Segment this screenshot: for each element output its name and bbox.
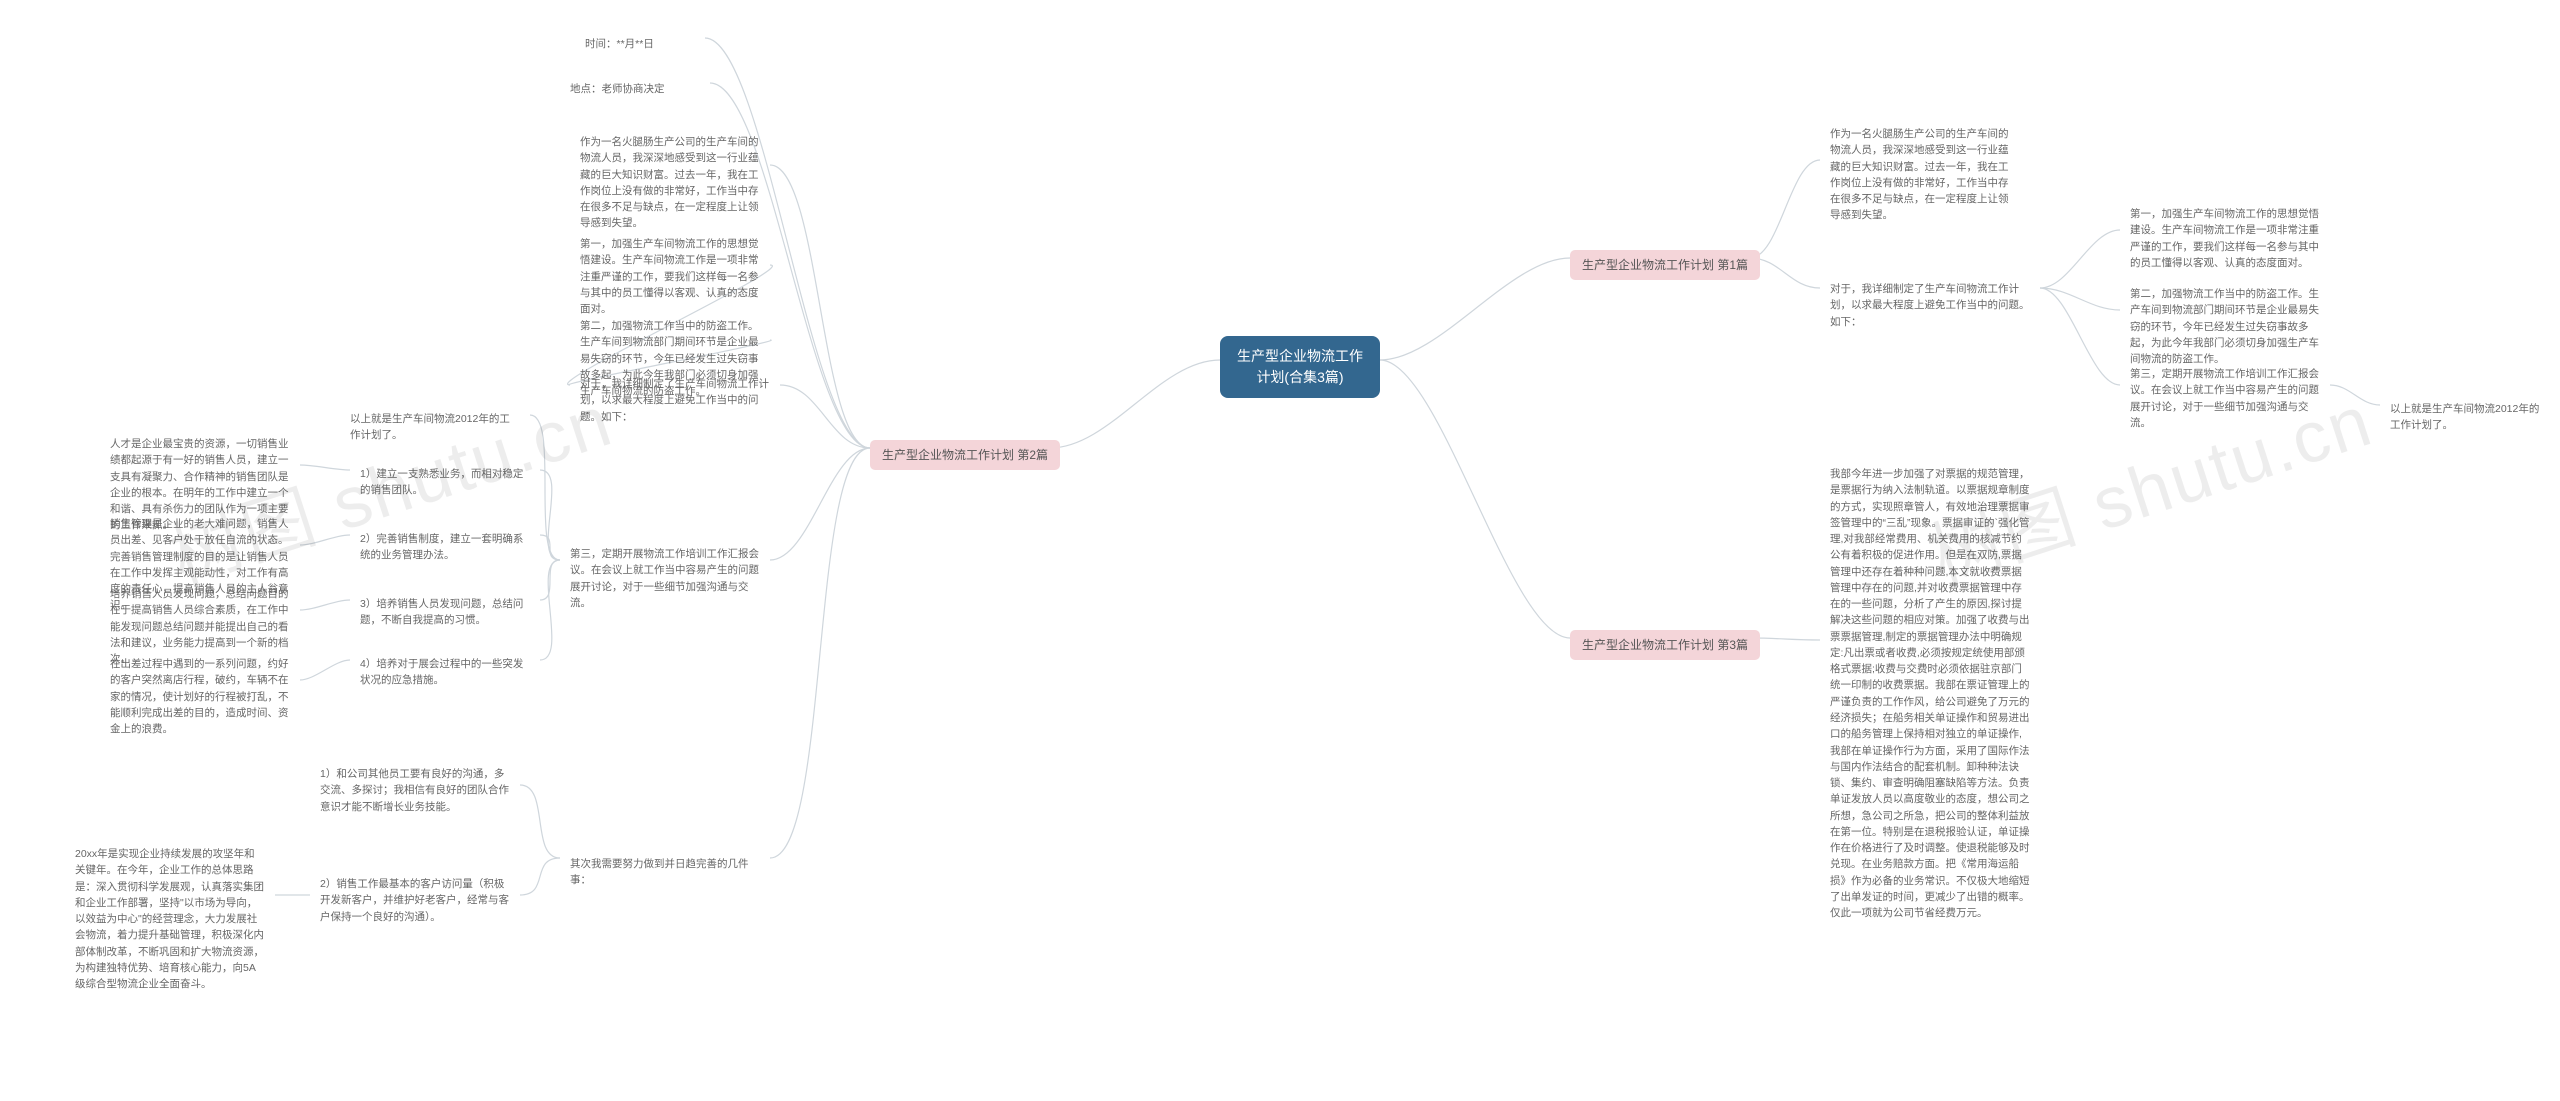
connector-path: [1380, 360, 1570, 638]
leaf-node[interactable]: 1）和公司其他员工要有良好的沟通，多交流、多探讨；我相信有良好的团队合作意识才能…: [310, 760, 520, 821]
leaf-node[interactable]: 第三，定期开展物流工作培训工作汇报会议。在会议上就工作当中容易产生的问题展开讨论…: [2120, 360, 2330, 437]
leaf-node[interactable]: 3）培养销售人员发现问题，总结问题，不断自我提高的习惯。: [350, 590, 540, 635]
connector-path: [1750, 638, 1820, 640]
connector-path: [770, 448, 870, 560]
connector-path: [300, 600, 350, 610]
leaf-node[interactable]: 对于，我详细制定了生产车间物流工作计划，以求最大程度上避免工作当中的问题。如下：: [1820, 275, 2040, 336]
connector-path: [540, 560, 560, 600]
connector-path: [780, 385, 870, 448]
connector-path: [2040, 230, 2120, 288]
leaf-node[interactable]: 2）完善销售制度，建立一套明确系统的业务管理办法。: [350, 525, 540, 570]
branch-node[interactable]: 生产型企业物流工作计划 第3篇: [1570, 630, 1760, 660]
leaf-node[interactable]: 20xx年是实现企业持续发展的攻坚年和关键年。在今年，企业工作的总体思路是：深入…: [65, 840, 275, 998]
leaf-node[interactable]: 以上就是生产车间物流2012年的工作计划了。: [340, 405, 530, 450]
leaf-node[interactable]: 4）培养对于展会过程中的一些突发状况的应急措施。: [350, 650, 540, 695]
connector-path: [520, 858, 560, 895]
leaf-node[interactable]: 作为一名火腿肠生产公司的生产车间的物流人员，我深深地感受到这一行业蕴藏的巨大知识…: [1820, 120, 2020, 230]
connector-path: [300, 660, 350, 680]
root-node[interactable]: 生产型企业物流工作计划(合集3篇): [1220, 336, 1380, 398]
connector-path: [300, 465, 350, 470]
leaf-node[interactable]: 第二，加强物流工作当中的防盗工作。生产车间到物流部门期间环节是企业最易失窃的环节…: [570, 312, 770, 405]
connector-path: [540, 470, 560, 560]
leaf-node[interactable]: 第三，定期开展物流工作培训工作汇报会议。在会议上就工作当中容易产生的问题展开讨论…: [560, 540, 770, 617]
connector-path: [540, 535, 560, 560]
leaf-node[interactable]: 1）建立一支熟悉业务，而相对稳定的销售团队。: [350, 460, 540, 505]
branch-node[interactable]: 生产型企业物流工作计划 第1篇: [1570, 250, 1760, 280]
connector-path: [2040, 288, 2120, 385]
connector-path: [2330, 385, 2380, 405]
connector-path: [540, 560, 560, 660]
leaf-node[interactable]: 以上就是生产车间物流2012年的工作计划了。: [2380, 395, 2550, 440]
connector-path: [300, 535, 350, 545]
leaf-node[interactable]: 我部今年进一步加强了对票据的规范管理，是票据行为纳入法制轨道。以票据规章制度的方…: [1820, 460, 2040, 927]
connector-path: [770, 165, 870, 448]
connector-path: [2040, 288, 2120, 310]
connector-path: [1750, 258, 1820, 288]
leaf-node[interactable]: 时间：**月**日: [575, 30, 664, 58]
leaf-node[interactable]: 第一，加强生产车间物流工作的思想觉悟建设。生产车间物流工作是一项非常注重严谨的工…: [2120, 200, 2330, 277]
leaf-node[interactable]: 在出差过程中遇到的一系列问题，约好的客户突然离店行程，破约，车辆不在家的情况，使…: [100, 650, 300, 743]
connector-path: [520, 785, 560, 858]
leaf-node[interactable]: 第一，加强生产车间物流工作的思想觉悟建设。生产车间物流工作是一项非常注重严谨的工…: [570, 230, 770, 323]
branch-node[interactable]: 生产型企业物流工作计划 第2篇: [870, 440, 1060, 470]
leaf-node[interactable]: 作为一名火腿肠生产公司的生产车间的物流人员，我深深地感受到这一行业蕴藏的巨大知识…: [570, 128, 770, 238]
connector-path: [770, 448, 870, 858]
leaf-node[interactable]: 其次我需要努力做到并日趋完善的几件事：: [560, 850, 770, 895]
connector-path: [1050, 360, 1220, 448]
leaf-node[interactable]: 2）销售工作最基本的客户访问量（积极开发新客户，并维护好老客户，经常与客户保持一…: [310, 870, 520, 931]
connector-path: [1380, 258, 1570, 360]
connector-path: [1750, 160, 1820, 258]
leaf-node[interactable]: 地点：老师协商决定: [560, 75, 675, 103]
